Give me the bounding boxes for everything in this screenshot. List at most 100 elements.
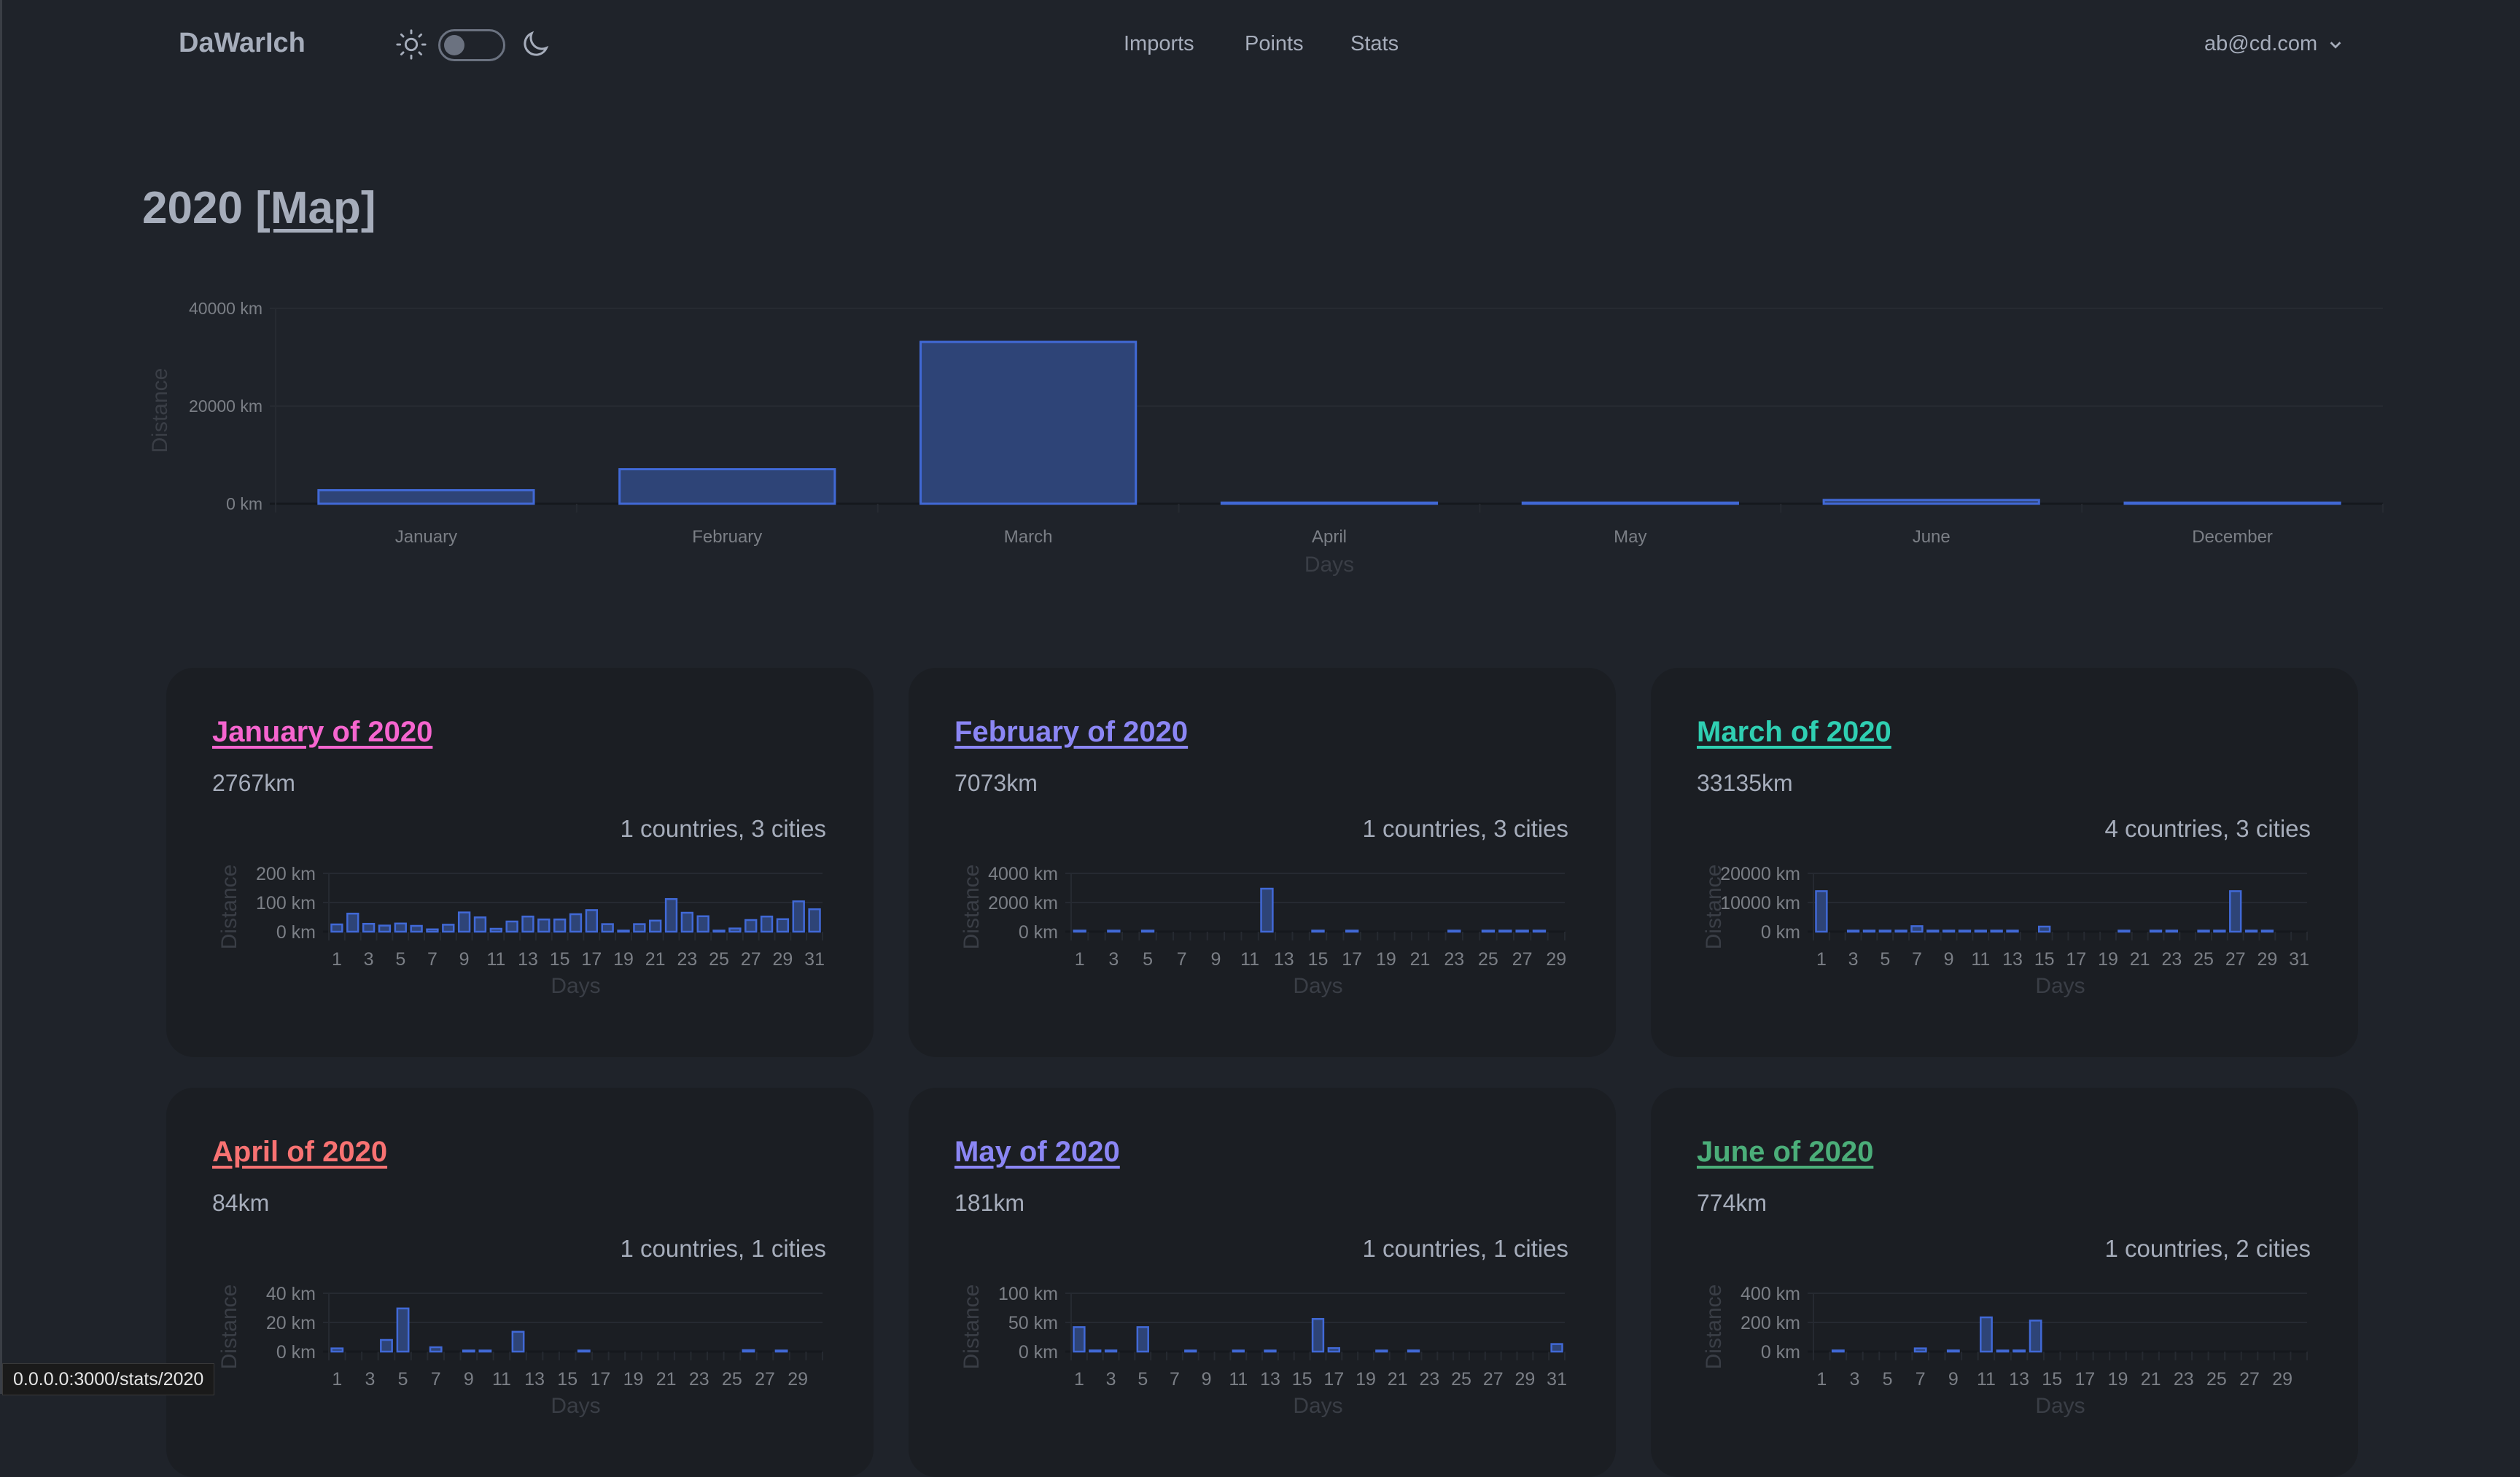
user-menu[interactable]: ab@cd.com — [2204, 32, 2344, 56]
bar — [1996, 1349, 2010, 1353]
y-tick-label: 0 km — [226, 494, 262, 513]
nav-stats[interactable]: Stats — [1350, 32, 1399, 55]
bar — [317, 488, 535, 505]
month-distance: 774km — [1697, 1190, 1768, 1216]
theme-toggle[interactable] — [438, 29, 505, 61]
bar — [792, 900, 805, 933]
x-tick-label: 7 — [1177, 949, 1187, 970]
x-tick-label: 5 — [1880, 949, 1890, 970]
x-tick-label: 25 — [709, 949, 729, 970]
x-tick-label: 19 — [1376, 949, 1396, 970]
month-title-link[interactable]: June of 2020 — [1697, 1136, 1874, 1168]
bar — [380, 1338, 393, 1353]
month-title-link[interactable]: April of 2020 — [212, 1136, 388, 1168]
x-tick-label: 31 — [1547, 1369, 1567, 1390]
x-tick-label: 27 — [2239, 1369, 2260, 1390]
x-axis-title: Days — [2035, 1394, 2085, 1418]
month-title-link[interactable]: January of 2020 — [212, 716, 433, 748]
month-title-link[interactable]: February of 2020 — [954, 716, 1189, 748]
bar — [410, 924, 423, 933]
bar — [1878, 930, 1891, 933]
x-tick-label: 15 — [557, 1369, 578, 1390]
bar — [1311, 930, 1325, 933]
bar — [774, 1349, 788, 1353]
y-axis-title: Distance — [960, 865, 984, 950]
x-tick-label: 5 — [1138, 1369, 1148, 1390]
x-tick-label: 1 — [332, 1369, 342, 1390]
bar — [330, 1347, 344, 1353]
x-tick-label: 15 — [2042, 1369, 2062, 1390]
month-card-april: April of 2020 84km 1 countries, 1 cities… — [166, 1088, 874, 1477]
x-tick-label: 9 — [1944, 949, 1954, 970]
bar — [1515, 930, 1529, 933]
month-geo-summary: 1 countries, 1 cities — [1362, 1235, 1568, 1262]
x-tick-label: January — [395, 527, 457, 547]
y-tick-label: 4000 km — [988, 864, 1058, 884]
x-tick-label: 5 — [395, 949, 405, 970]
bar — [1862, 930, 1876, 933]
bar — [1311, 1317, 1325, 1353]
bar — [396, 1307, 410, 1353]
x-tick-label: 11 — [486, 949, 505, 970]
x-tick-label: March — [1004, 527, 1053, 547]
nav-imports[interactable]: Imports — [1124, 32, 1194, 55]
bar — [346, 912, 359, 933]
y-tick-label: 0 km — [1019, 922, 1058, 943]
x-axis-title: Days — [1304, 553, 1354, 577]
bar — [2006, 930, 2019, 933]
x-tick-label: December — [2192, 527, 2273, 547]
bar — [664, 897, 678, 933]
bar — [1831, 1349, 1845, 1353]
x-tick-label: 27 — [755, 1369, 775, 1390]
y-tick-label: 0 km — [276, 1342, 316, 1363]
x-tick-label: 3 — [1849, 1369, 1859, 1390]
x-tick-label: 21 — [656, 1369, 677, 1390]
month-title-link[interactable]: March of 2020 — [1697, 716, 1891, 748]
y-axis-title: Distance — [217, 1285, 241, 1370]
x-tick-label: 19 — [1356, 1369, 1376, 1390]
x-tick-label: 25 — [1451, 1369, 1471, 1390]
y-tick-label: 40 km — [266, 1284, 316, 1304]
brand-logo[interactable]: DaWarIch — [179, 28, 306, 58]
map-link[interactable]: [Map] — [255, 183, 376, 233]
y-tick-label: 0 km — [1019, 1342, 1058, 1363]
x-tick-label: 3 — [1106, 1369, 1116, 1390]
month-distance: 84km — [212, 1190, 270, 1216]
bar — [760, 915, 774, 933]
x-tick-label: 27 — [741, 949, 761, 970]
bar — [2037, 925, 2051, 933]
x-tick-label: 23 — [2174, 1369, 2194, 1390]
x-tick-label: 11 — [492, 1369, 511, 1390]
bar — [2012, 1349, 2026, 1353]
bar — [1521, 502, 1739, 505]
month-card-february: February of 2020 7073km 1 countries, 3 c… — [909, 668, 1616, 1057]
bar — [478, 1349, 492, 1353]
y-axis-title: Distance — [1702, 865, 1726, 950]
y-axis-title: Distance — [1702, 1285, 1726, 1370]
bar — [489, 927, 502, 933]
x-tick-label: 13 — [524, 1369, 545, 1390]
x-tick-label: 13 — [2009, 1369, 2029, 1390]
nav-points[interactable]: Points — [1245, 32, 1304, 55]
bar — [2165, 930, 2179, 933]
x-tick-label: 19 — [2108, 1369, 2128, 1390]
x-tick-label: 23 — [1419, 1369, 1439, 1390]
x-tick-label: 17 — [1342, 949, 1362, 970]
bar — [1980, 1316, 1993, 1353]
bar — [1974, 930, 1987, 933]
x-tick-label: 5 — [1883, 1369, 1893, 1390]
x-tick-label: June — [1913, 527, 1951, 547]
bar — [505, 920, 518, 933]
bar — [1913, 1347, 1927, 1353]
bar — [649, 919, 662, 933]
x-tick-label: 21 — [645, 949, 666, 970]
month-title-link[interactable]: May of 2020 — [954, 1136, 1120, 1168]
bar — [1140, 930, 1155, 933]
bar — [808, 908, 821, 933]
bar — [1942, 930, 1956, 933]
y-tick-label: 2000 km — [988, 893, 1058, 913]
bar — [577, 1349, 591, 1353]
x-tick-label: 15 — [1308, 949, 1329, 970]
